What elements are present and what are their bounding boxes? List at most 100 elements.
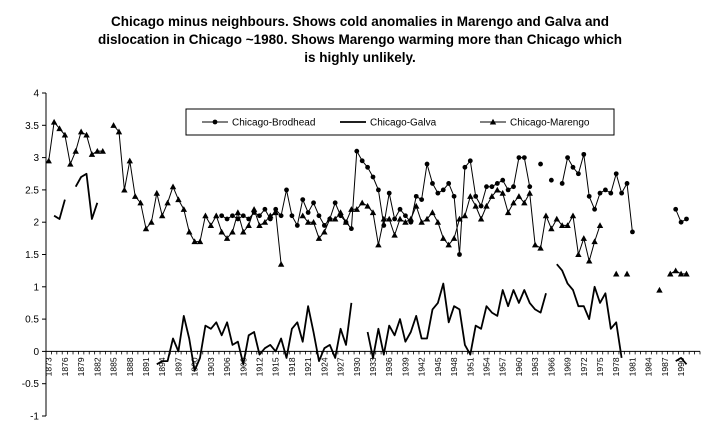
- x-tick-label: 1972: [579, 357, 589, 376]
- data-point: [256, 222, 263, 228]
- data-point: [684, 216, 689, 222]
- data-point: [613, 270, 620, 277]
- data-point: [261, 219, 269, 225]
- data-point: [331, 215, 339, 222]
- data-point: [223, 235, 231, 241]
- series-line: [221, 150, 531, 255]
- data-point: [451, 193, 457, 199]
- data-point: [424, 161, 430, 167]
- data-point: [67, 160, 74, 167]
- data-point: [153, 189, 161, 196]
- data-point: [483, 202, 490, 209]
- data-point: [494, 181, 500, 186]
- data-point: [299, 212, 306, 219]
- x-tick-label: 1969: [563, 357, 573, 376]
- series-chicago-galva: [53, 172, 688, 372]
- data-point: [169, 183, 177, 190]
- data-point: [521, 199, 528, 206]
- data-point: [277, 260, 285, 267]
- data-point: [624, 181, 630, 186]
- legend-marker: [212, 119, 218, 125]
- data-point: [457, 252, 462, 257]
- data-point: [488, 193, 496, 199]
- data-point: [310, 219, 317, 225]
- x-tick-label: 1963: [530, 357, 540, 376]
- data-point: [56, 125, 63, 132]
- data-point: [538, 161, 543, 167]
- legend-label: Chicago-Marengo: [510, 118, 590, 129]
- data-point: [558, 222, 566, 228]
- y-tick-label: 4: [33, 89, 39, 100]
- data-point: [596, 222, 604, 228]
- data-point: [180, 206, 188, 212]
- data-point: [516, 155, 522, 161]
- chart-title: Chicago minus neighbours. Shows cold ano…: [60, 13, 660, 67]
- data-point: [77, 128, 85, 135]
- x-tick-label: 1951: [465, 357, 475, 376]
- x-tick-label: 1930: [352, 357, 362, 376]
- data-point: [450, 235, 458, 241]
- data-point: [585, 257, 593, 264]
- data-point: [234, 209, 242, 216]
- y-tick-label: 0: [33, 347, 39, 358]
- data-point: [332, 200, 338, 206]
- data-point: [240, 228, 247, 235]
- y-tick-label: 3.5: [25, 121, 39, 132]
- data-point: [305, 210, 311, 215]
- data-point: [531, 241, 539, 248]
- data-point: [294, 223, 300, 228]
- data-point: [359, 158, 365, 164]
- data-point: [435, 190, 441, 196]
- data-point: [365, 164, 370, 170]
- data-point: [99, 147, 106, 154]
- data-point: [592, 206, 598, 212]
- data-point: [110, 122, 117, 128]
- data-point: [240, 213, 246, 219]
- x-tick-label: 1894: [157, 357, 167, 376]
- x-tick-label: 1906: [222, 357, 232, 376]
- data-point: [499, 189, 506, 196]
- data-point: [597, 190, 603, 196]
- data-point: [392, 216, 398, 222]
- data-point: [213, 212, 220, 219]
- x-tick-label: 1885: [109, 357, 119, 376]
- x-tick-label: 1981: [627, 357, 637, 376]
- data-point: [537, 244, 544, 251]
- series-line: [302, 189, 601, 262]
- data-point: [429, 209, 436, 216]
- x-tick-label: 1897: [173, 357, 183, 376]
- data-point: [527, 184, 533, 190]
- y-tick-label: 2: [33, 218, 39, 229]
- data-point: [467, 193, 474, 199]
- data-point: [521, 155, 527, 161]
- x-tick-label: 1912: [254, 357, 264, 376]
- data-point: [375, 241, 382, 248]
- data-point: [191, 238, 198, 245]
- x-tick-label: 1888: [125, 357, 135, 376]
- data-point: [440, 235, 447, 241]
- x-tick-label: 1942: [417, 357, 427, 376]
- data-point: [570, 164, 576, 170]
- data-point: [445, 241, 452, 248]
- data-point: [423, 215, 431, 222]
- data-point: [484, 184, 489, 190]
- series-line: [366, 282, 547, 359]
- data-point: [565, 155, 570, 161]
- data-point: [273, 206, 279, 212]
- data-point: [137, 199, 144, 206]
- data-point: [494, 186, 501, 193]
- y-tick-label: 1: [33, 282, 39, 293]
- data-point: [548, 225, 555, 232]
- x-axis-ticks: 1873 1876 1879 1882 1885 1888 1891 1894 1897 1900…: [44, 351, 701, 376]
- data-point: [164, 199, 171, 206]
- chart-title-line-1: Chicago minus neighbours. Shows cold ano…: [110, 14, 610, 29]
- series-line: [113, 124, 282, 265]
- x-tick-label: 1945: [433, 357, 443, 376]
- data-point: [386, 215, 393, 222]
- data-point: [175, 196, 182, 203]
- x-tick-label: 1909: [238, 357, 248, 376]
- data-point: [591, 238, 598, 245]
- series-line: [556, 263, 623, 359]
- data-point: [548, 177, 554, 183]
- x-tick-label: 1957: [498, 357, 508, 376]
